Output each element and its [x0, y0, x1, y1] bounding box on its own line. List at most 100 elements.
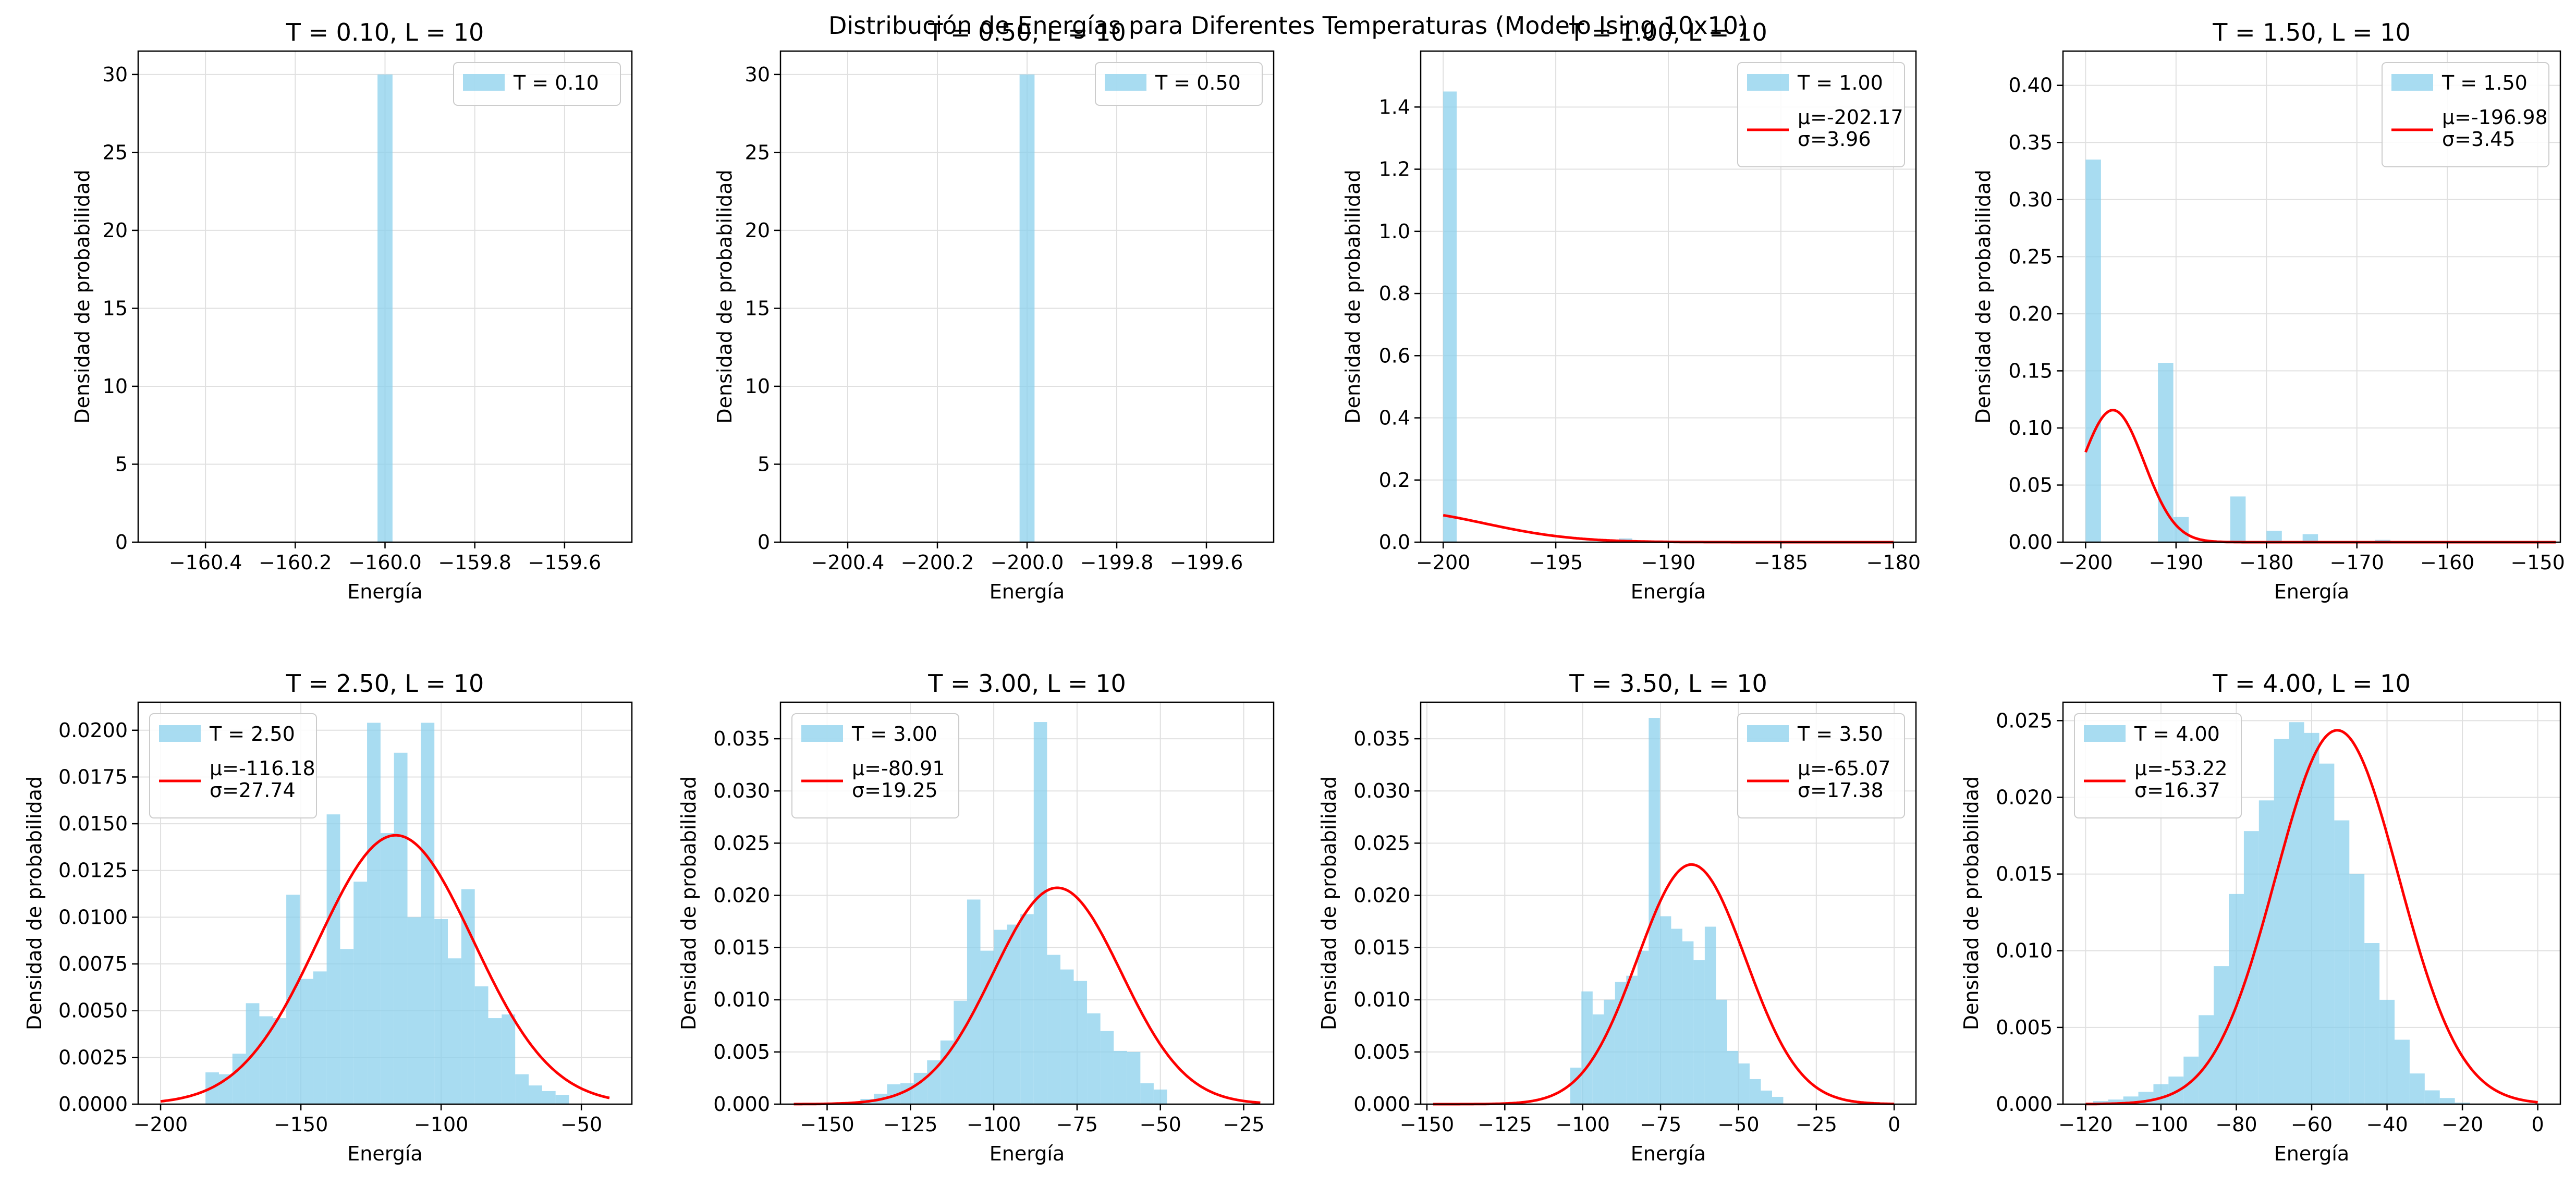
- x-tick-label-0: −200: [2058, 551, 2113, 574]
- histogram-bar-5: [927, 1060, 941, 1104]
- x-tick-label-3: −170: [2330, 551, 2384, 574]
- y-tick-label-0: 0.00: [2008, 531, 2053, 554]
- legend: T = 0.10: [453, 62, 621, 106]
- histogram-bar-14: [1727, 1050, 1739, 1104]
- y-tick-label-2: 0.010: [1353, 988, 1410, 1011]
- histogram-bar-0: [1019, 74, 1035, 542]
- x-tick-label-1: −195: [1529, 551, 1583, 574]
- histogram-bar-10: [340, 949, 354, 1104]
- histogram-bar-4: [2153, 1084, 2169, 1104]
- histogram-bar-20: [474, 986, 489, 1104]
- y-tick-label-3: 0.0075: [58, 952, 128, 975]
- histogram-bar-0: [377, 74, 393, 542]
- x-axis-label: Energía: [990, 580, 1065, 603]
- x-tick-label-3: −75: [1640, 1113, 1681, 1136]
- x-tick-label-2: −100: [967, 1113, 1021, 1136]
- histogram-bar-5: [1626, 975, 1638, 1104]
- y-tick-label-0: 0: [758, 531, 770, 554]
- x-tick-label-3: −50: [560, 1113, 602, 1136]
- y-axis-label: Densidad de probabilidad: [71, 169, 94, 423]
- subplot-title: T = 0.50, L = 10: [927, 18, 1126, 46]
- x-tick-label-0: −150: [800, 1113, 854, 1136]
- legend: T = 3.00 μ=-80.91σ=19.25: [791, 713, 959, 818]
- histogram-bar-1: [2108, 1099, 2123, 1104]
- y-tick-label-1: 0.005: [713, 1041, 770, 1063]
- y-tick-label-4: 0.20: [2008, 302, 2053, 325]
- y-tick-label-4: 0.020: [713, 884, 770, 907]
- y-tick-label-3: 15: [745, 297, 770, 320]
- y-tick-label-2: 0.010: [713, 988, 770, 1011]
- legend: T = 4.00 μ=-53.22σ=16.37: [2074, 713, 2242, 818]
- y-tick-label-3: 0.15: [2008, 359, 2053, 382]
- histogram-bar-11: [1007, 924, 1021, 1104]
- y-tick-label-1: 0.05: [2008, 473, 2053, 496]
- axes-frame: [1420, 701, 1917, 1105]
- x-tick-label-5: −150: [2510, 551, 2565, 574]
- histogram-bar-18: [1772, 1096, 1784, 1104]
- histogram-bar-9: [2229, 894, 2244, 1104]
- legend: T = 2.50 μ=-116.18σ=27.74: [149, 713, 317, 818]
- x-tick-label-6: 0: [2532, 1113, 2544, 1136]
- histogram-bar-15: [1060, 969, 1074, 1104]
- histogram-bar-3: [2230, 496, 2246, 542]
- y-tick-label-1: 5: [758, 453, 770, 475]
- y-tick-label-5: 0.25: [2008, 245, 2053, 268]
- histogram-bar-0: [1570, 1067, 1582, 1104]
- y-tick-label-6: 0.030: [713, 779, 770, 802]
- y-tick-label-4: 20: [745, 219, 770, 242]
- legend-fit-sigma: σ=3.45: [2442, 128, 2516, 151]
- legend-fit-mu: μ=-80.91: [852, 757, 945, 780]
- gaussian-fit-line: [160, 834, 610, 1103]
- legend-hist-swatch: [463, 74, 505, 91]
- legend-fit-mu: μ=-196.98: [2442, 106, 2548, 129]
- y-tick-label-8: 0.0200: [58, 719, 128, 742]
- x-axis-label: Energía: [2274, 1142, 2349, 1165]
- histogram-bar-17: [2349, 874, 2365, 1104]
- gaussian-fit-line: [793, 886, 1261, 1106]
- histogram-bar-14: [1047, 955, 1060, 1104]
- histogram-bar-17: [1087, 1013, 1101, 1104]
- y-tick-label-1: 5: [115, 453, 128, 475]
- subplot-5: −200 −150 −100 −50 0.0000 0.0025 0.0050 0.0075 0…: [23, 669, 633, 1165]
- x-tick-label-0: −200.4: [811, 551, 885, 574]
- y-tick-label-5: 0.025: [1353, 832, 1410, 854]
- histogram-bar-25: [542, 1091, 556, 1104]
- x-axis-label: Energía: [1631, 1142, 1706, 1165]
- legend-fit-mu: μ=-116.18: [210, 757, 315, 780]
- legend-hist-swatch: [1747, 74, 1789, 91]
- y-tick-label-2: 0.0050: [58, 999, 128, 1022]
- x-tick-label-4: −40: [2366, 1113, 2408, 1136]
- y-tick-label-1: 0.005: [1996, 1016, 2053, 1039]
- y-tick-label-3: 15: [103, 297, 128, 320]
- histogram-bar-6: [1637, 950, 1649, 1104]
- axes-frame: [137, 701, 633, 1105]
- subplot-title: T = 4.00, L = 10: [2212, 669, 2411, 698]
- legend-hist-label: T = 1.00: [1797, 71, 1883, 94]
- y-tick-label-4: 0.020: [1996, 786, 2053, 809]
- y-tick-label-5: 1.0: [1379, 220, 1410, 243]
- histogram-bar-6: [940, 1040, 954, 1104]
- y-tick-label-6: 1.2: [1379, 158, 1410, 181]
- histogram-bar-20: [1127, 1051, 1141, 1104]
- x-tick-label-4: −180: [1866, 551, 1921, 574]
- histogram-bar-22: [502, 1014, 516, 1104]
- y-tick-label-5: 0.025: [1996, 709, 2053, 732]
- x-axis-label: Energía: [990, 1142, 1065, 1165]
- legend-fit-sigma: σ=17.38: [1798, 779, 1884, 802]
- y-axis-label: Densidad de probabilidad: [713, 169, 736, 423]
- y-tick-label-4: 0.8: [1379, 282, 1410, 305]
- histogram-bar-8: [2214, 966, 2229, 1104]
- legend-hist-label: T = 0.10: [513, 71, 599, 94]
- histogram-bar-16: [2334, 820, 2350, 1104]
- histogram-bar-19: [461, 889, 475, 1104]
- histogram-bar-8: [1659, 916, 1671, 1104]
- x-tick-label-5: −25: [1796, 1113, 1837, 1136]
- x-tick-label-5: −25: [1223, 1113, 1264, 1136]
- histogram-bar-1: [2158, 363, 2174, 542]
- y-tick-label-5: 25: [103, 141, 128, 164]
- y-tick-label-0: 0.000: [1353, 1093, 1410, 1116]
- x-tick-label-3: −159.8: [438, 551, 511, 574]
- histogram-bar-13: [2289, 722, 2304, 1104]
- x-tick-label-2: −100: [1556, 1113, 1610, 1136]
- histogram-bar-7: [1649, 718, 1660, 1104]
